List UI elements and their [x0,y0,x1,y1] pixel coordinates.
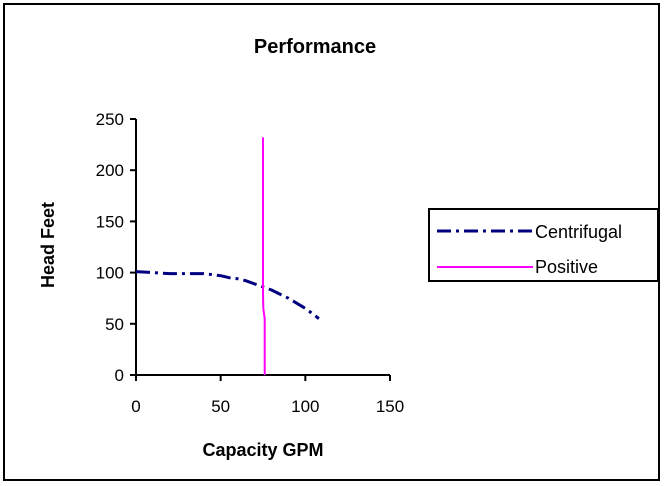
y-tick-label: 100 [96,264,124,283]
axes [130,118,391,381]
y-tick-label: 250 [96,110,124,129]
y-tick-label: 50 [105,315,124,334]
y-tick-label: 0 [115,366,124,385]
x-tick-label: 150 [376,397,404,416]
series-line-positive [262,137,266,375]
legend-label-positive: Positive [535,257,598,277]
x-tick-label: 50 [211,397,230,416]
legend-label-centrifugal: Centrifugal [535,222,622,242]
series-lines [135,137,320,375]
x-axis-title: Capacity GPM [202,440,323,460]
tick-labels: 0 50 100 150 200 250 0 50 100 150 [96,110,405,416]
series-line-centrifugal [135,270,320,320]
legend-box [428,208,659,282]
x-tick-label: 0 [131,397,140,416]
x-tick-label: 100 [291,397,319,416]
chart-title: Performance [254,36,376,58]
y-axis-title: Head Feet [38,202,58,288]
y-tick-label: 200 [96,161,124,180]
chart-frame: Performance Capacity GPM Head Feet 0 50 10… [3,3,660,481]
y-tick-label: 150 [96,212,124,231]
legend: Centrifugal Positive [428,208,659,282]
performance-chart: Performance Capacity GPM Head Feet 0 50 10… [38,36,659,460]
